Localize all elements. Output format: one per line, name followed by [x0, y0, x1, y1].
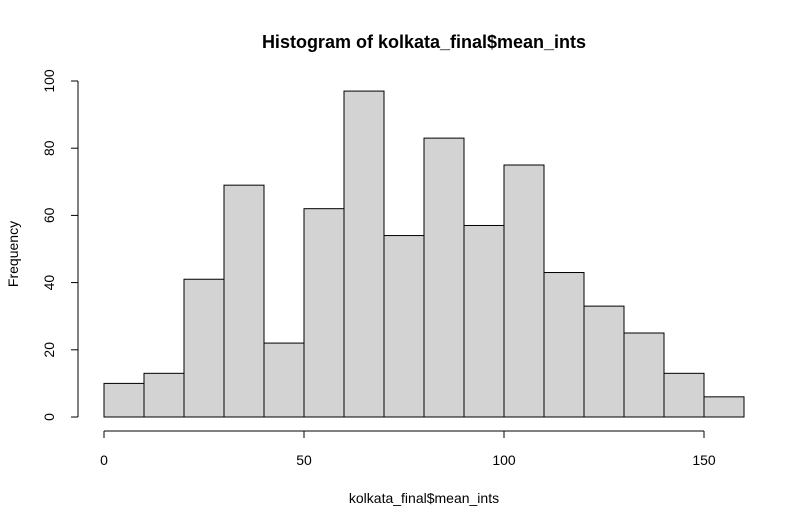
histogram-bar [343, 90, 385, 418]
x-tick-label: 50 [296, 452, 312, 468]
y-axis: 0 20 40 60 80 100 [41, 69, 79, 421]
x-tick-label: 100 [492, 452, 516, 468]
histogram-bar [223, 184, 265, 418]
y-axis-label: Frequency [5, 221, 21, 287]
histogram-bar [383, 235, 425, 418]
histogram-bar [623, 332, 665, 418]
x-tick-label: 150 [692, 452, 716, 468]
chart-title: Histogram of kolkata_final$mean_ints [262, 32, 586, 52]
x-axis-label: kolkata_final$mean_ints [349, 490, 499, 506]
histogram-bar [663, 372, 705, 418]
histogram-bar [183, 278, 225, 418]
y-tick-label: 20 [41, 342, 57, 358]
histogram-bar [303, 208, 345, 418]
histogram-bar [143, 372, 185, 418]
histogram-bar [703, 396, 745, 418]
bars-group [103, 90, 745, 418]
y-tick-label: 60 [41, 207, 57, 223]
histogram-bar [583, 305, 625, 418]
histogram-bar [503, 164, 545, 418]
y-tick-label: 80 [41, 140, 57, 156]
histogram-bar [543, 272, 585, 418]
histogram-bar [263, 342, 305, 418]
histogram-bar [423, 137, 465, 418]
x-tick-label: 0 [100, 452, 108, 468]
histogram-bar [103, 382, 145, 418]
y-tick-label: 40 [41, 275, 57, 291]
y-tick-label: 100 [41, 69, 57, 93]
x-axis: 0 50 100 150 [100, 430, 716, 468]
histogram-bar [463, 224, 505, 418]
y-tick-label: 0 [41, 413, 57, 421]
